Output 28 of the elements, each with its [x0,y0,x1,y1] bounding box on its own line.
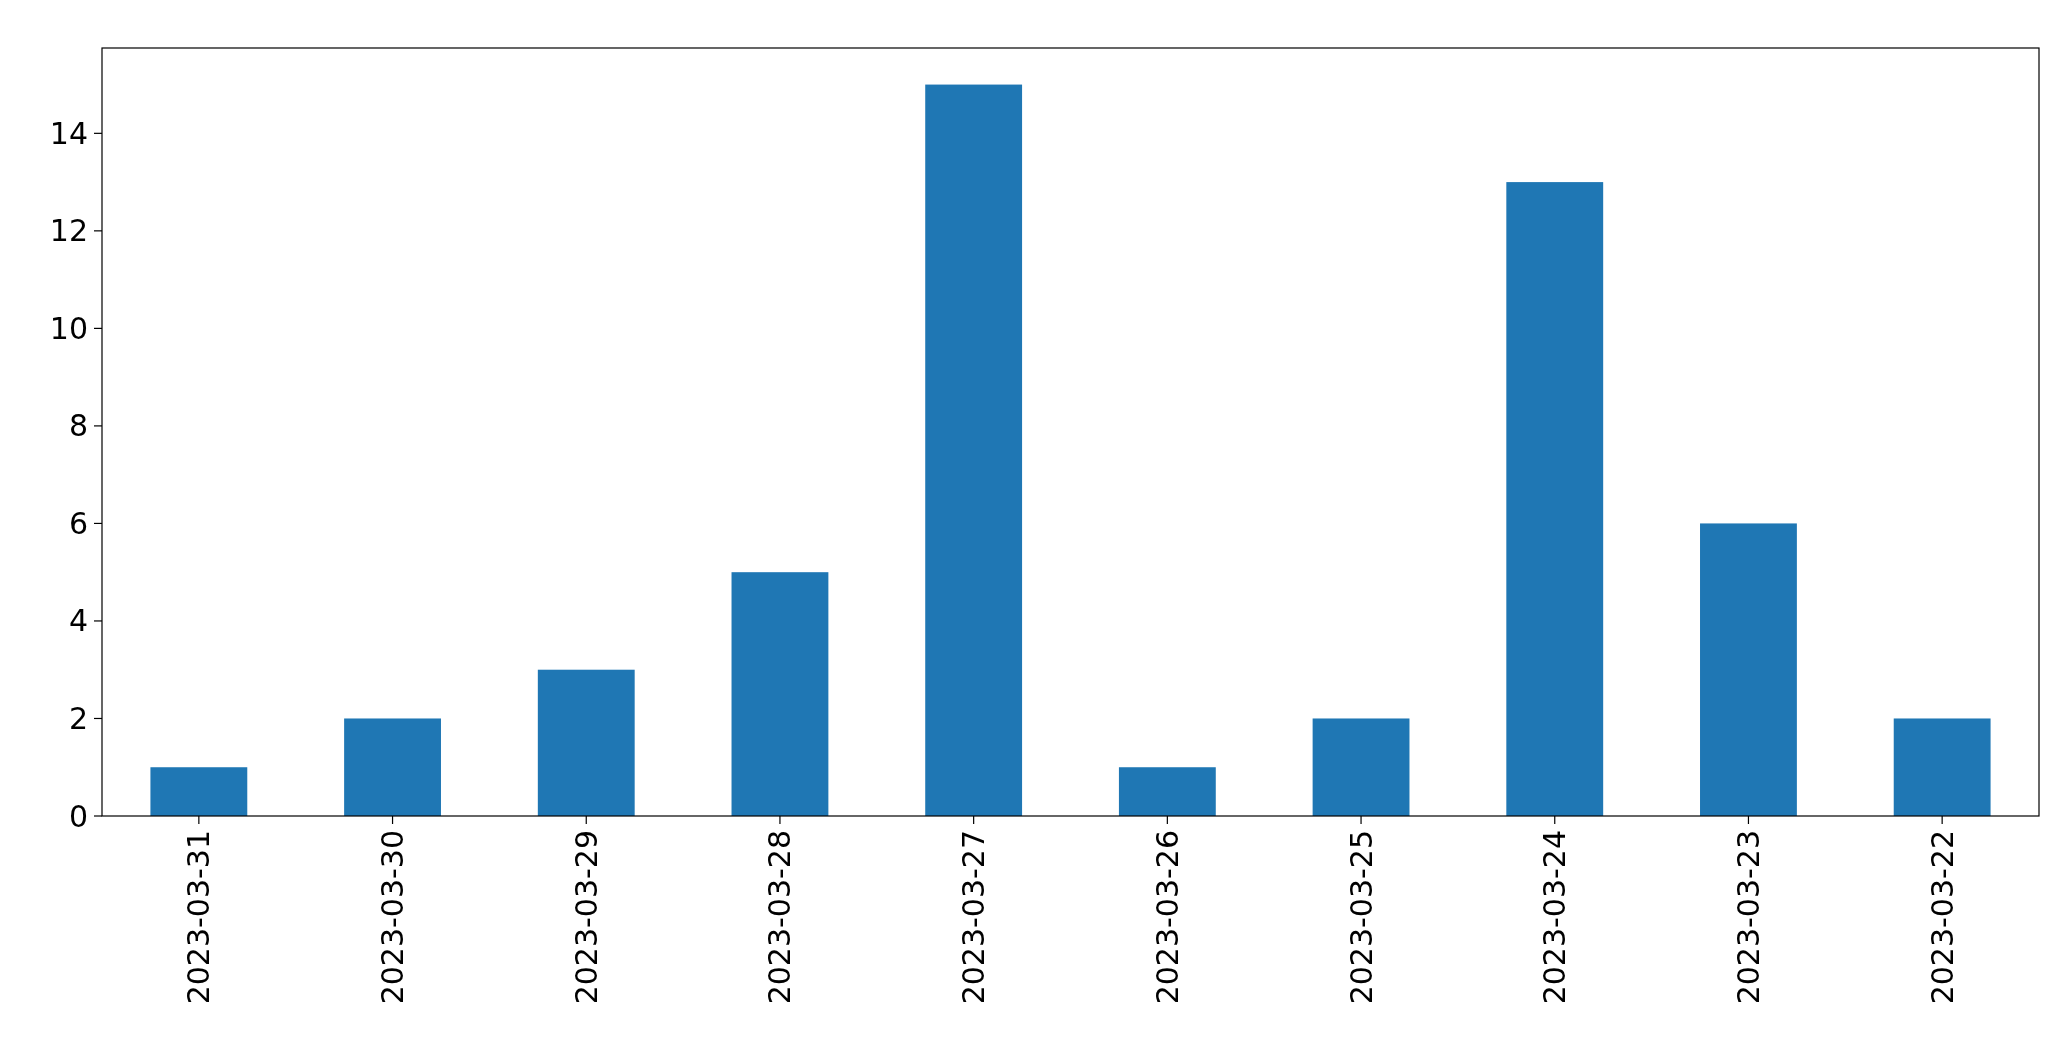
bar [925,84,1023,816]
y-tick-label: 2 [68,700,88,736]
x-tick-label: 2023-03-22 [1924,830,1960,1005]
x-tick-label: 2023-03-25 [1343,830,1379,1005]
x-tick-label: 2023-03-23 [1730,830,1766,1005]
bar [1312,718,1410,816]
x-tick-label: 2023-03-24 [1537,830,1573,1005]
x-tick-label: 2023-03-28 [762,830,798,1005]
y-tick-label: 4 [68,603,88,639]
bar [731,572,829,816]
x-tick-label: 2023-03-26 [1149,830,1185,1005]
x-tick-label: 2023-03-30 [375,830,411,1005]
bar [150,767,248,816]
y-tick-label: 0 [68,798,88,834]
x-tick-label: 2023-03-27 [956,830,992,1005]
y-tick-label: 14 [49,115,88,151]
y-tick-label: 6 [68,505,88,541]
bar [1700,523,1797,816]
y-tick-label: 10 [49,310,88,346]
bar [537,669,635,816]
bar [1893,718,1991,816]
bar [344,718,441,816]
y-tick-label: 8 [68,408,88,444]
y-tick-label: 12 [49,213,88,249]
bar [1118,767,1216,816]
x-tick-label: 2023-03-31 [181,830,217,1005]
x-tick-label: 2023-03-29 [568,830,604,1005]
bar [1506,182,1604,816]
